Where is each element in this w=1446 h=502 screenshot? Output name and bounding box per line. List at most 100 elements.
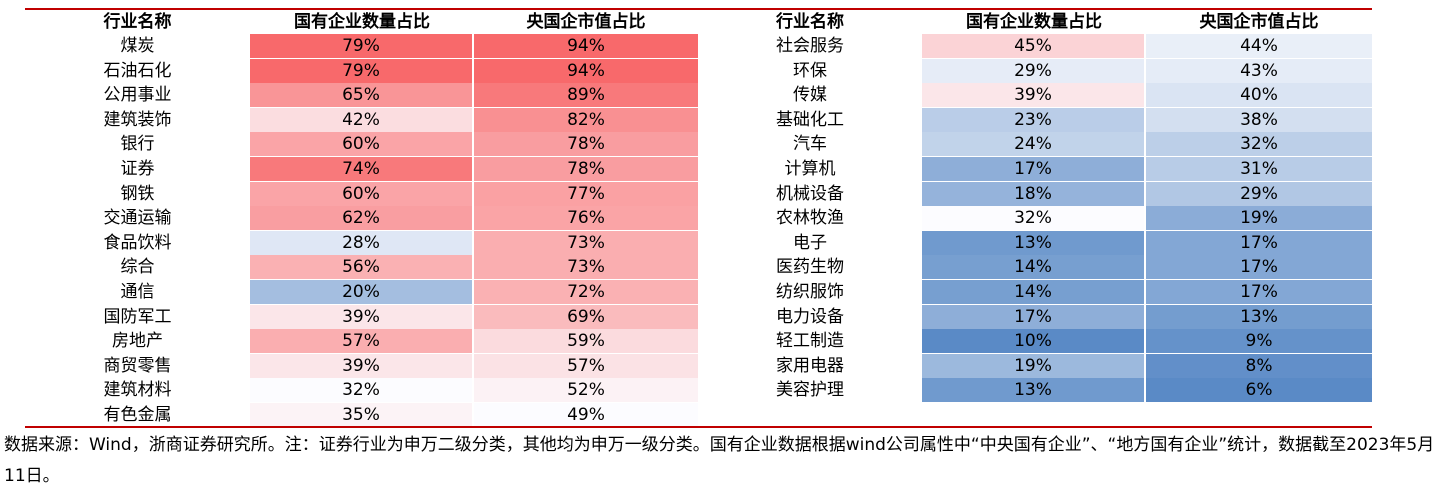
soe-mv-cell: 94% <box>474 34 698 58</box>
soe-mv-cell: 52% <box>474 378 698 402</box>
soe-count-cell: 57% <box>250 329 472 353</box>
soe-mv-cell: 17% <box>1146 280 1372 304</box>
industry-name: 轻工制造 <box>776 331 844 351</box>
left-header-soe-mv: 央国企市值占比 <box>526 12 646 32</box>
soe-mv-cell: 40% <box>1146 83 1372 107</box>
industry-name: 商贸零售 <box>103 356 172 376</box>
soe-count-cell: 39% <box>922 83 1144 107</box>
soe-mv-cell: 49% <box>474 403 698 427</box>
soe-count-cell: 29% <box>922 59 1144 83</box>
soe-count-cell: 13% <box>922 231 1144 255</box>
industry-name: 证券 <box>120 159 155 179</box>
soe-count-cell: 28% <box>250 231 472 255</box>
soe-count-cell: 18% <box>922 182 1144 206</box>
soe-count-cell: 79% <box>250 34 472 58</box>
soe-mv-cell: 8% <box>1146 354 1372 378</box>
soe-mv-cell: 29% <box>1146 182 1372 206</box>
soe-count-cell: 10% <box>922 329 1144 353</box>
industry-name: 国防军工 <box>103 307 172 327</box>
industry-name: 通信 <box>120 282 155 302</box>
soe-count-cell: 17% <box>922 157 1144 181</box>
soe-count-cell: 39% <box>250 305 472 329</box>
industry-name: 有色金属 <box>103 405 172 425</box>
soe-count-cell: 45% <box>922 34 1144 58</box>
soe-mv-cell: 82% <box>474 108 698 132</box>
soe-mv-cell: 73% <box>474 255 698 279</box>
soe-mv-cell: 38% <box>1146 108 1372 132</box>
soe-mv-cell: 89% <box>474 83 698 107</box>
industry-name: 房地产 <box>112 331 163 351</box>
industry-name: 电力设备 <box>776 307 844 327</box>
soe-count-cell: 20% <box>250 280 472 304</box>
soe-count-cell: 13% <box>922 378 1144 402</box>
soe-mv-cell: 69% <box>474 305 698 329</box>
right-header-industry: 行业名称 <box>776 12 844 32</box>
industry-name: 纺织服饰 <box>776 282 844 302</box>
industry-name: 交通运输 <box>103 208 172 228</box>
industry-name: 环保 <box>793 61 827 81</box>
soe-count-cell: 23% <box>922 108 1144 132</box>
soe-count-cell: 32% <box>922 206 1144 230</box>
top-rule <box>25 8 1372 10</box>
industry-name: 建筑装饰 <box>103 110 172 130</box>
industry-name: 石油石化 <box>103 61 172 81</box>
industry-name: 农林牧渔 <box>776 208 844 228</box>
soe-mv-cell: 6% <box>1146 378 1372 402</box>
soe-count-cell: 14% <box>922 280 1144 304</box>
industry-name: 公用事业 <box>103 85 172 105</box>
industry-name: 传媒 <box>793 85 827 105</box>
industry-name: 建筑材料 <box>103 380 172 400</box>
industry-name: 家用电器 <box>776 356 844 376</box>
soe-mv-cell: 76% <box>474 206 698 230</box>
industry-name: 医药生物 <box>776 257 844 277</box>
source-note: 数据来源：Wind，浙商证券研究所。注：证券行业为申万二级分类，其他均为申万一级… <box>4 435 1435 486</box>
right-header-soe-count: 国有企业数量占比 <box>966 12 1102 32</box>
industry-name: 社会服务 <box>776 36 844 56</box>
soe-mv-cell: 57% <box>474 354 698 378</box>
soe-mv-cell: 44% <box>1146 34 1372 58</box>
soe-count-cell: 60% <box>250 132 472 156</box>
soe-mv-cell: 17% <box>1146 255 1372 279</box>
bottom-rule <box>25 426 1372 428</box>
industry-name: 机械设备 <box>776 184 844 204</box>
soe-mv-cell: 78% <box>474 157 698 181</box>
industry-name: 汽车 <box>793 134 827 154</box>
soe-count-cell: 39% <box>250 354 472 378</box>
soe-mv-cell: 72% <box>474 280 698 304</box>
soe-mv-cell: 17% <box>1146 231 1372 255</box>
soe-mv-cell: 19% <box>1146 206 1372 230</box>
soe-count-cell: 17% <box>922 305 1144 329</box>
left-header-industry: 行业名称 <box>103 12 172 32</box>
soe-mv-cell: 73% <box>474 231 698 255</box>
soe-mv-cell: 43% <box>1146 59 1372 83</box>
soe-mv-cell: 9% <box>1146 329 1372 353</box>
industry-name: 煤炭 <box>120 36 155 56</box>
soe-count-cell: 14% <box>922 255 1144 279</box>
left-header-soe-count: 国有企业数量占比 <box>294 12 430 32</box>
industry-name: 电子 <box>793 233 827 253</box>
industry-name: 基础化工 <box>776 110 844 130</box>
soe-count-cell: 42% <box>250 108 472 132</box>
soe-mv-cell: 77% <box>474 182 698 206</box>
industry-name: 银行 <box>120 134 155 154</box>
soe-count-cell: 62% <box>250 206 472 230</box>
soe-count-cell: 60% <box>250 182 472 206</box>
right-header-soe-mv: 央国企市值占比 <box>1199 12 1319 32</box>
soe-count-cell: 79% <box>250 59 472 83</box>
soe-count-cell: 65% <box>250 83 472 107</box>
soe-mv-cell: 31% <box>1146 157 1372 181</box>
industry-name: 钢铁 <box>120 184 155 204</box>
soe-count-cell: 32% <box>250 378 472 402</box>
soe-count-cell: 56% <box>250 255 472 279</box>
soe-count-cell: 74% <box>250 157 472 181</box>
industry-name: 美容护理 <box>776 380 844 400</box>
soe-mv-cell: 13% <box>1146 305 1372 329</box>
soe-count-cell: 19% <box>922 354 1144 378</box>
soe-mv-cell: 32% <box>1146 132 1372 156</box>
industry-name: 综合 <box>120 257 155 277</box>
soe-count-cell: 35% <box>250 403 472 427</box>
soe-mv-cell: 59% <box>474 329 698 353</box>
soe-mv-cell: 78% <box>474 132 698 156</box>
soe-count-cell: 24% <box>922 132 1144 156</box>
